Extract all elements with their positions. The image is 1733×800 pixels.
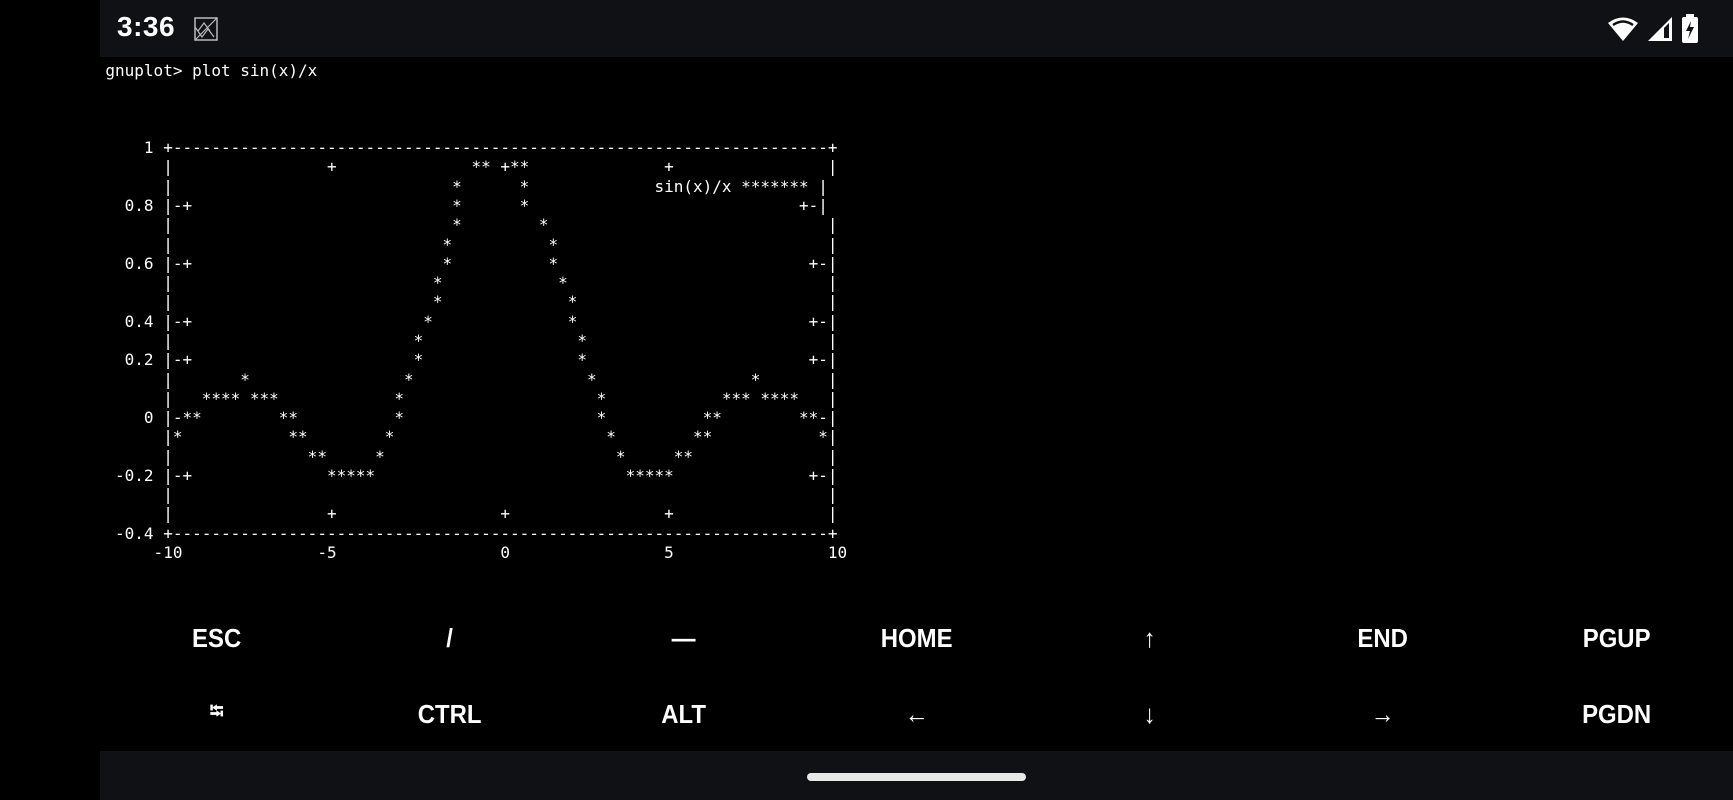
- terminal-line: | * * sin(x)/x ******* |: [105, 176, 828, 196]
- navigation-bar: [100, 751, 1733, 800]
- cellular-signal-icon: [1648, 17, 1672, 41]
- terminal-line: -10 -5 0 5 10: [105, 543, 848, 563]
- key-pgdn[interactable]: PGDN: [1581, 698, 1651, 729]
- terminal-line: 1 +-------------------------------------…: [105, 138, 838, 158]
- terminal-line: gnuplot> plot sin(x)/x: [105, 61, 318, 80]
- key-end[interactable]: END: [1357, 622, 1409, 653]
- terminal-line: | * * |: [105, 215, 838, 235]
- terminal-line: | |: [105, 485, 838, 505]
- key-arrow-left[interactable]: ←: [904, 698, 929, 729]
- key-ctrl[interactable]: CTRL: [418, 698, 482, 729]
- wifi-icon: [1608, 17, 1638, 41]
- terminal-line: -0.4 +----------------------------------…: [105, 523, 838, 543]
- terminal-line: 0.4 |-+ * * +-|: [105, 311, 838, 331]
- key-arrow-right[interactable]: →: [1371, 698, 1396, 729]
- key-arrow-down[interactable]: ↓: [1143, 698, 1156, 729]
- terminal-line: | + + + |: [105, 504, 838, 524]
- key-home[interactable]: HOME: [880, 622, 953, 653]
- key-dash[interactable]: —: [671, 622, 696, 653]
- terminal-output[interactable]: gnuplot> plot sin(x)/x 1 +--------------…: [105, 61, 847, 562]
- key-pgup[interactable]: PGUP: [1582, 622, 1651, 653]
- terminal-line: |* ** * * ** *|: [105, 427, 838, 447]
- extra-keys-bar: ESC / — HOME ↑ END PGUP ⭾ CTRL ALT ← ↓ →…: [100, 600, 1733, 750]
- terminal-line: 0.8 |-+ * * +-|: [105, 195, 828, 215]
- terminal-line: | * * |: [105, 273, 838, 293]
- key-arrow-up[interactable]: ↑: [1143, 622, 1156, 653]
- key-alt[interactable]: ALT: [660, 698, 706, 729]
- key-tab[interactable]: ⭾: [209, 701, 224, 723]
- terminal-line: -0.2 |-+ ***** ***** +-|: [105, 465, 838, 485]
- status-time: 3:36: [117, 11, 176, 42]
- terminal-line: | * * |: [105, 330, 838, 350]
- terminal-line: | * * |: [105, 234, 838, 254]
- status-bar: 3:36: [100, 0, 1733, 57]
- terminal-line: | + ** +** + |: [105, 157, 838, 177]
- battery-charging-icon: [1682, 14, 1698, 43]
- terminal-line: 0.2 |-+ * * +-|: [105, 350, 838, 370]
- terminal-line: | * * |: [105, 292, 838, 312]
- terminal-line: | * * * * |: [105, 369, 838, 389]
- terminal-line: | **** *** * * *** **** |: [105, 388, 838, 408]
- home-gesture-handle[interactable]: [807, 773, 1026, 781]
- terminal-line: | ** * * ** |: [105, 446, 838, 466]
- terminal-line: 0 |-** ** * * ** **-|: [105, 408, 838, 428]
- key-slash[interactable]: /: [446, 622, 454, 653]
- gallery-icon: [194, 17, 218, 41]
- terminal-line: 0.6 |-+ * * +-|: [105, 253, 838, 273]
- key-esc[interactable]: ESC: [192, 622, 242, 653]
